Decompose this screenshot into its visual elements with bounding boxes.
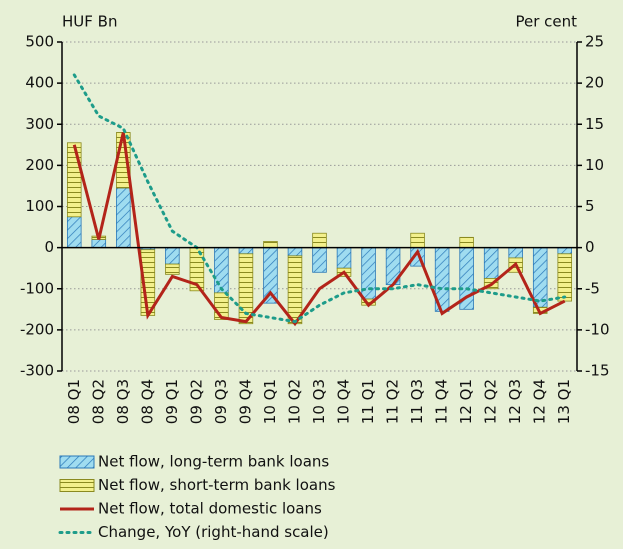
x-tick-label: 09 Q1 [163,379,181,424]
bar-segment [287,255,303,325]
legend-label: Net flow, long-term bank loans [98,453,329,471]
legend-label: Change, YoY (right-hand scale) [98,523,329,541]
x-tick-label: 08 Q1 [65,379,83,424]
legend-swatch [59,479,95,492]
bar-segment [116,187,131,249]
legend-item: Net flow, long-term bank loans [59,453,329,471]
y-tick-label: 200 [25,156,54,174]
legend-swatch [59,455,95,469]
bar-segment [66,216,82,249]
x-tick-label: 11 Q4 [433,379,451,424]
bar-segment [287,247,303,257]
x-tick-label: 12 Q2 [482,379,500,424]
x-tick-label: 11 Q2 [384,379,402,424]
x-tick-label: 09 Q2 [187,379,205,424]
y-tick-label: -300 [20,362,54,380]
legend-item: Net flow, total domestic loans [60,500,322,518]
y-tick-label: 500 [25,33,54,51]
x-tick-label: 09 Q4 [236,379,254,424]
legend-label: Net flow, total domestic loans [98,500,322,518]
x-tick-label: 11 Q1 [359,379,377,424]
y2-tick-label: -10 [585,320,610,338]
x-tick-label: 10 Q2 [285,379,303,424]
bar-segment [91,238,107,249]
x-tick-label: 09 Q3 [212,379,230,424]
x-tick-label: 10 Q3 [310,379,328,424]
y-axis-title: HUF Bn [62,13,117,31]
legend-label: Net flow, short-term bank loans [98,476,336,494]
bar-segment [66,142,82,218]
legend-item: Change, YoY (right-hand scale) [58,523,329,541]
x-tick-label: 11 Q3 [408,379,426,424]
y-tick-label: -200 [20,320,54,338]
bar-segment [336,247,352,269]
y2-tick-label: -15 [585,362,610,380]
bar-segment [459,236,474,249]
x-tick-label: 13 Q1 [555,379,573,424]
y2-tick-label: 0 [585,238,595,256]
x-tick-label: 10 Q4 [335,379,353,424]
bar-segment [508,247,523,259]
x-tick-label: 10 Q1 [261,379,279,424]
bar-segment [532,247,548,308]
bar-segment [312,232,327,249]
bar-segment [557,253,573,302]
dotted-line [72,73,567,324]
x-tick-label: 12 Q4 [531,379,549,424]
y2-tick-label: 25 [585,33,604,51]
legend-item: Net flow, short-term bank loans [59,476,336,494]
bar-segment [483,247,499,279]
x-tick-label: 08 Q3 [114,379,132,424]
x-tick-label: 12 Q3 [506,379,524,424]
bar-segment [410,232,425,249]
x-tick-label: 08 Q4 [138,379,156,424]
y2-axis-title: Per cent [515,13,577,31]
x-tick-label: 12 Q1 [457,379,475,424]
y2-tick-label: -5 [585,279,600,297]
bar-segment [214,247,229,294]
bar-segment [238,253,254,325]
y-tick-label: -100 [20,279,54,297]
x-tick-label: 08 Q2 [89,379,107,424]
bar-segment [238,247,254,255]
y2-tick-label: 15 [585,115,604,133]
bar-segment [557,247,573,255]
y-tick-label: 400 [25,74,54,92]
bar-segment [165,247,180,265]
y2-tick-label: 20 [585,74,604,92]
bar-segment [361,247,376,300]
y2-tick-label: 5 [585,197,595,215]
line [72,132,566,327]
y-tick-label: 0 [44,238,54,256]
y-tick-label: 300 [25,115,54,133]
y2-tick-label: 10 [585,156,604,174]
bar-segment [312,247,327,273]
bar-segment [263,241,278,249]
y-tick-label: 100 [25,197,54,215]
bar-segment [165,263,180,275]
